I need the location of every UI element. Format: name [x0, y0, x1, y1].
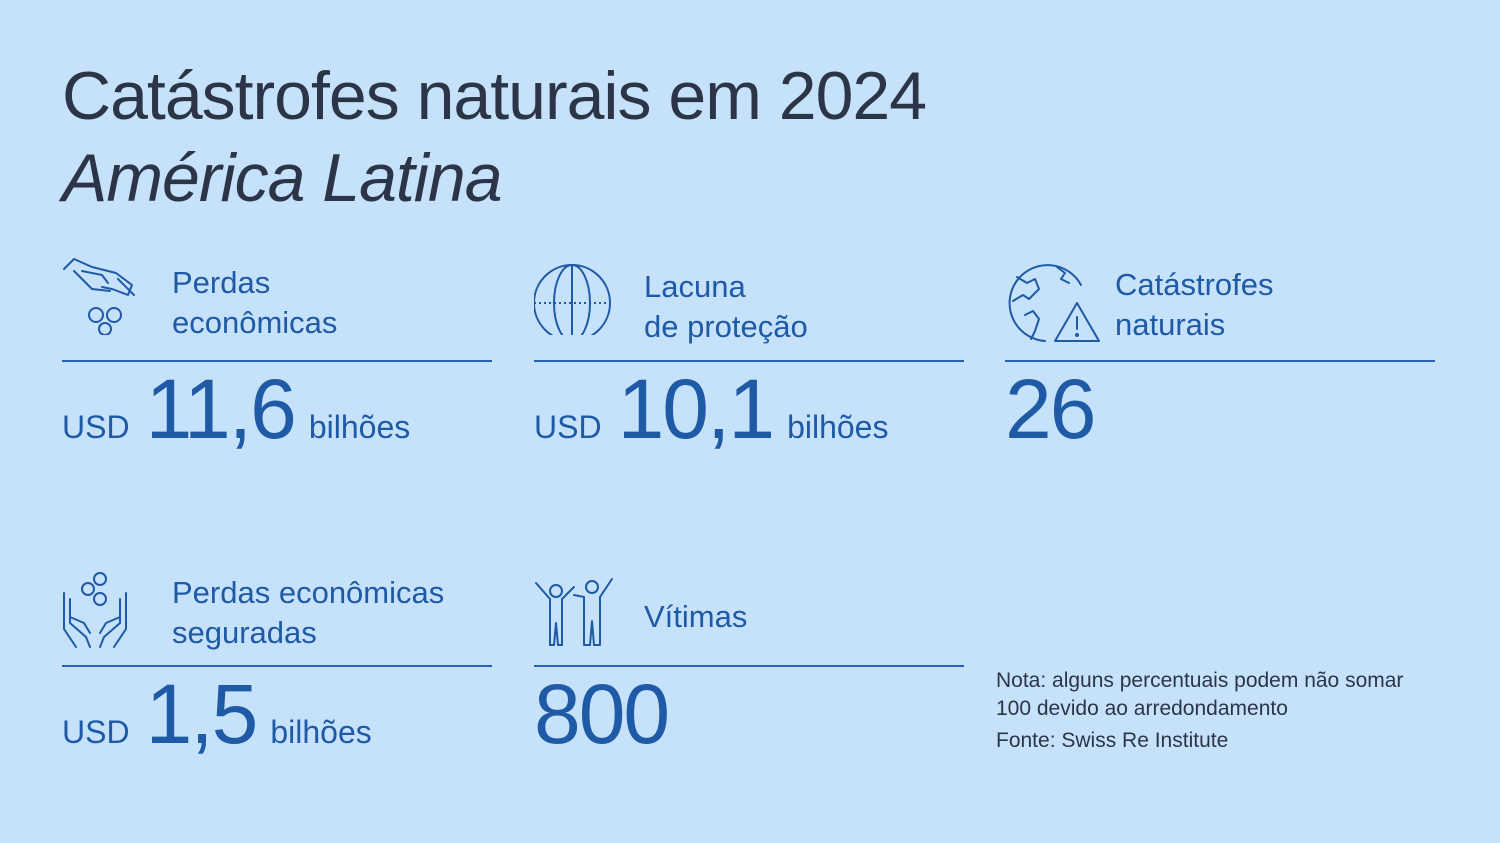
- stat-prefix: USD: [62, 714, 130, 750]
- stat-card-natural-catastrophes: Catástrofes naturais 26: [1005, 255, 1435, 455]
- people-icon: [534, 565, 614, 646]
- stat-value: 1,5: [145, 667, 259, 761]
- stat-value: 26: [1005, 362, 1096, 456]
- stat-label-line2: naturais: [1115, 307, 1226, 342]
- page-subtitle: América Latina: [62, 140, 503, 216]
- stat-label-line1: Catástrofes: [1115, 267, 1274, 302]
- stat-value-row: 26: [1005, 362, 1096, 456]
- stat-value: 800: [534, 667, 670, 761]
- stat-prefix: USD: [534, 409, 602, 445]
- stat-value: 11,6: [145, 362, 297, 456]
- divider: [534, 360, 964, 362]
- hand-coins-icon: [62, 255, 142, 335]
- stat-label-line1: Perdas: [172, 265, 271, 300]
- stat-value-row: USD 1,5 bilhões: [62, 672, 372, 756]
- stat-suffix: bilhões: [787, 409, 889, 445]
- stat-label-line1: Vítimas: [644, 599, 748, 634]
- divider: [1005, 360, 1435, 362]
- stat-card-insured-losses: Perdas econômicas seguradas USD 1,5 bilh…: [62, 565, 492, 765]
- stat-card-protection-gap: Lacuna de proteção USD 10,1 bilhões: [534, 255, 964, 455]
- page-title: Catástrofes naturais em 2024: [62, 58, 927, 134]
- stat-suffix: bilhões: [270, 714, 372, 750]
- stat-suffix: bilhões: [308, 409, 411, 445]
- source-credit: Fonte: Swiss Re Institute: [996, 729, 1229, 752]
- stat-card-victims: Vítimas 800: [534, 565, 964, 765]
- stat-label-line2: de proteção: [644, 309, 808, 344]
- divider: [534, 665, 964, 667]
- stat-label-line1: Perdas econômicas: [172, 575, 445, 610]
- stat-value-row: USD 11,6 bilhões: [62, 367, 410, 451]
- stat-label-line1: Lacuna: [644, 269, 746, 304]
- stat-prefix: USD: [62, 409, 130, 445]
- globe-warning-icon: [1005, 255, 1105, 342]
- stat-value-row: USD 10,1 bilhões: [534, 367, 888, 451]
- stat-card-economic-losses: Perdas econômicas USD 11,6 bilhões: [62, 255, 492, 455]
- stat-value: 10,1: [617, 362, 775, 456]
- footnote: Nota: alguns percentuais podem não somar…: [996, 669, 1404, 720]
- stat-value-row: 800: [534, 667, 670, 761]
- hands-coins-icon: [62, 565, 132, 655]
- stat-label-line2: seguradas: [172, 615, 317, 650]
- divider: [62, 360, 492, 362]
- stat-label-line2: econômicas: [172, 305, 338, 340]
- globe-icon: [534, 255, 614, 335]
- divider: [62, 665, 492, 667]
